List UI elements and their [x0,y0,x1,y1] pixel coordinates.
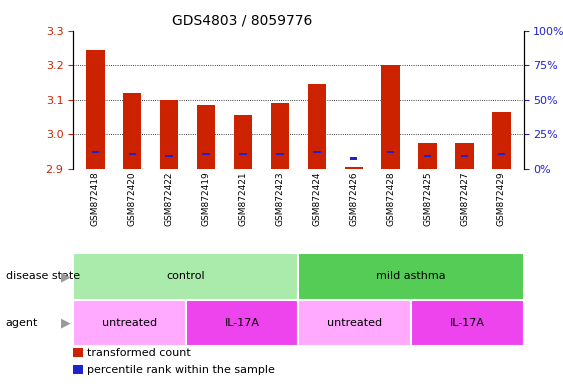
Bar [239,153,247,155]
Bar [166,155,173,157]
Bar [461,155,468,157]
Text: GSM872425: GSM872425 [423,172,432,226]
Bar [345,167,363,169]
Text: GSM872429: GSM872429 [497,172,506,226]
Text: untreated: untreated [102,318,157,328]
Bar [387,151,394,154]
Bar [128,153,136,155]
Text: GSM872422: GSM872422 [164,172,173,226]
Bar [411,300,524,346]
Text: GSM872424: GSM872424 [312,172,321,226]
Bar [186,300,298,346]
Text: GSM872419: GSM872419 [202,172,211,226]
Text: control: control [167,271,205,281]
Bar [298,253,524,300]
Bar [203,153,210,155]
Text: percentile rank within the sample: percentile rank within the sample [87,365,275,375]
Bar [197,105,215,169]
Text: GSM872418: GSM872418 [91,172,100,226]
Bar [298,300,411,346]
Text: transformed count: transformed count [87,348,191,358]
Text: GSM872423: GSM872423 [275,172,284,226]
Bar [424,155,431,157]
Bar [73,300,186,346]
Text: disease state: disease state [6,271,80,281]
Bar [350,157,358,160]
Text: GDS4803 / 8059776: GDS4803 / 8059776 [172,13,312,27]
Bar [73,253,298,300]
Bar [160,100,178,169]
Text: IL-17A: IL-17A [225,318,260,328]
Bar [92,151,99,154]
Bar [123,93,141,169]
Bar [276,153,284,155]
Bar [234,115,252,169]
Bar [86,50,105,169]
Bar [418,143,437,169]
Bar [492,112,511,169]
Text: ▶: ▶ [61,316,70,329]
Text: GSM872426: GSM872426 [349,172,358,226]
Text: ▶: ▶ [61,270,70,283]
Text: agent: agent [6,318,38,328]
Bar [382,65,400,169]
Text: GSM872427: GSM872427 [460,172,469,226]
Text: untreated: untreated [327,318,382,328]
Text: IL-17A: IL-17A [450,318,485,328]
Bar [313,151,320,154]
Text: mild asthma: mild asthma [376,271,446,281]
Bar [271,103,289,169]
Text: GSM872428: GSM872428 [386,172,395,226]
Bar [307,84,326,169]
Text: GSM872421: GSM872421 [239,172,248,226]
Bar [455,143,473,169]
Text: GSM872420: GSM872420 [128,172,137,226]
Bar [498,153,505,155]
